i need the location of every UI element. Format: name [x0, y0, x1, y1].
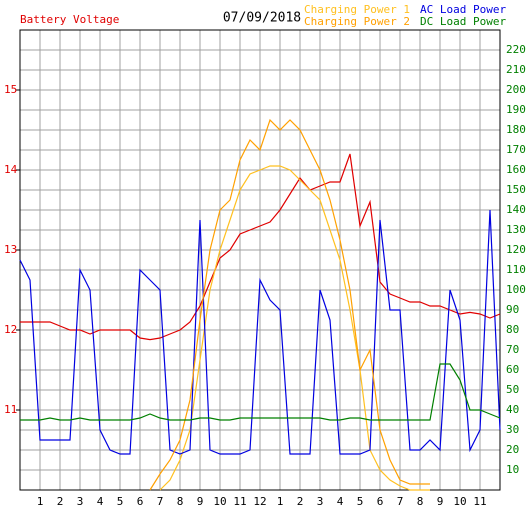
x-tick-label: 2 — [297, 495, 304, 508]
y2-tick-label: 190 — [506, 103, 526, 116]
y2-tick-label: 20 — [506, 443, 519, 456]
y2-tick-label: 170 — [506, 143, 526, 156]
y2-tick-label: 110 — [506, 263, 526, 276]
legend-label: Charging Power 2 — [304, 15, 410, 28]
series-line — [20, 363, 501, 421]
y-tick-label: 11 — [4, 403, 17, 416]
x-tick-label: 11 — [233, 495, 246, 508]
x-tick-label: 7 — [157, 495, 164, 508]
y2-tick-label: 200 — [506, 83, 526, 96]
legend-label: Charging Power 1 — [304, 3, 410, 16]
y2-tick-label: 220 — [506, 43, 526, 56]
legend-label: Battery Voltage — [20, 13, 119, 26]
x-tick-label: 6 — [377, 495, 384, 508]
y2-tick-label: 80 — [506, 323, 519, 336]
y2-tick-label: 140 — [506, 203, 526, 216]
y2-tick-label: 30 — [506, 423, 519, 436]
x-tick-label: 5 — [117, 495, 124, 508]
y2-tick-label: 40 — [506, 403, 519, 416]
x-tick-label: 8 — [177, 495, 184, 508]
y2-tick-label: 50 — [506, 383, 519, 396]
y-tick-label: 14 — [4, 163, 18, 176]
x-tick-label: 1 — [37, 495, 44, 508]
x-tick-label: 10 — [453, 495, 466, 508]
x-tick-label: 12 — [253, 495, 266, 508]
x-tick-label: 3 — [317, 495, 324, 508]
x-tick-label: 5 — [357, 495, 364, 508]
y2-tick-label: 120 — [506, 243, 526, 256]
x-tick-label: 1 — [277, 495, 284, 508]
x-tick-label: 4 — [97, 495, 104, 508]
legend-label: AC Load Power — [420, 3, 506, 16]
x-tick-label: 11 — [473, 495, 486, 508]
y2-tick-label: 100 — [506, 283, 526, 296]
series-line — [20, 153, 501, 341]
legend-label: DC Load Power — [420, 15, 506, 28]
y2-tick-label: 210 — [506, 63, 526, 76]
y-tick-label: 13 — [4, 243, 17, 256]
x-tick-label: 7 — [397, 495, 404, 508]
y2-tick-label: 180 — [506, 123, 526, 136]
x-tick-label: 10 — [213, 495, 226, 508]
x-tick-label: 9 — [197, 495, 204, 508]
y-tick-label: 15 — [4, 83, 17, 96]
y2-tick-label: 90 — [506, 303, 519, 316]
series-line — [149, 118, 430, 491]
chart-title: 07/09/2018 — [223, 11, 301, 26]
x-tick-label: 3 — [77, 495, 84, 508]
y-tick-label: 12 — [4, 323, 17, 336]
series-line — [19, 209, 501, 455]
y2-tick-label: 70 — [506, 343, 519, 356]
x-tick-label: 2 — [57, 495, 64, 508]
y2-tick-label: 130 — [506, 223, 526, 236]
y2-tick-label: 160 — [506, 163, 526, 176]
y2-tick-label: 10 — [506, 463, 519, 476]
x-tick-label: 6 — [137, 495, 144, 508]
y2-tick-label: 60 — [506, 363, 519, 376]
x-tick-label: 8 — [417, 495, 424, 508]
x-tick-label: 4 — [337, 495, 344, 508]
y2-tick-label: 150 — [506, 183, 526, 196]
x-tick-label: 9 — [437, 495, 444, 508]
